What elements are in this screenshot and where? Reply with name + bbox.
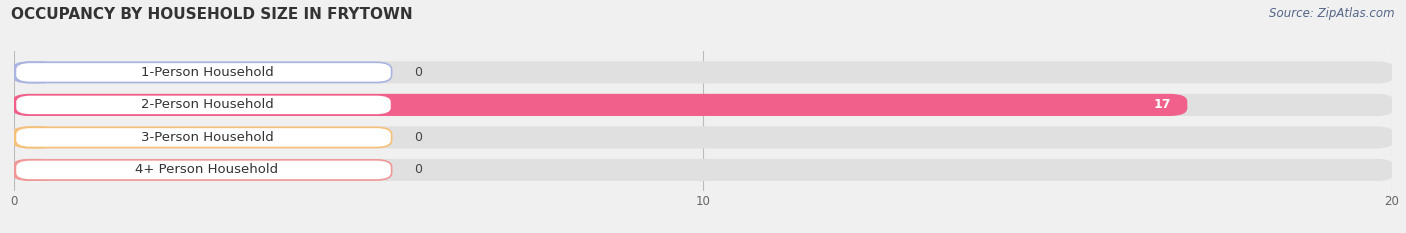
FancyBboxPatch shape [15,127,392,147]
Text: 0: 0 [413,131,422,144]
FancyBboxPatch shape [13,61,1393,83]
Text: 4+ Person Household: 4+ Person Household [135,163,278,176]
FancyBboxPatch shape [13,159,58,181]
Text: 1-Person Household: 1-Person Household [141,66,273,79]
FancyBboxPatch shape [15,95,392,115]
FancyBboxPatch shape [15,160,392,180]
FancyBboxPatch shape [13,126,58,148]
FancyBboxPatch shape [13,61,58,83]
Text: Source: ZipAtlas.com: Source: ZipAtlas.com [1270,7,1395,20]
FancyBboxPatch shape [15,62,392,82]
Text: 0: 0 [413,66,422,79]
FancyBboxPatch shape [13,94,1393,116]
Text: 2-Person Household: 2-Person Household [141,98,273,111]
Text: 0: 0 [413,163,422,176]
FancyBboxPatch shape [13,159,1393,181]
Text: OCCUPANCY BY HOUSEHOLD SIZE IN FRYTOWN: OCCUPANCY BY HOUSEHOLD SIZE IN FRYTOWN [11,7,413,22]
FancyBboxPatch shape [13,126,1393,148]
FancyBboxPatch shape [13,94,1187,116]
Text: 17: 17 [1154,98,1171,111]
Text: 3-Person Household: 3-Person Household [141,131,273,144]
